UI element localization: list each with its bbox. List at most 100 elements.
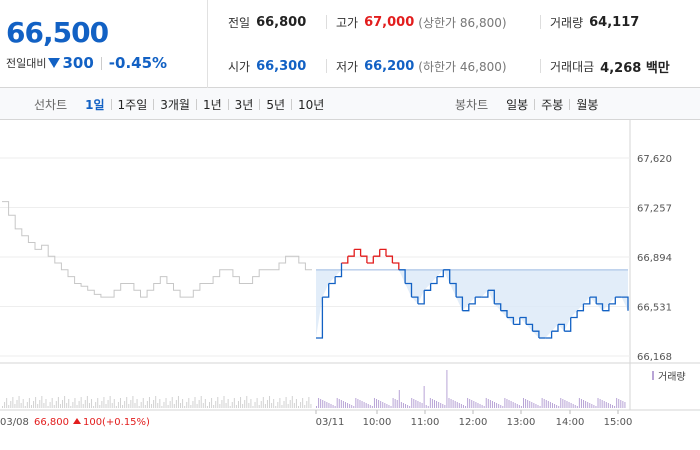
- prev-day-volume-bar: [246, 396, 248, 408]
- today-volume-bar: [367, 404, 369, 408]
- prev-day-volume-bar: [161, 406, 163, 408]
- today-volume-bar: [576, 406, 578, 408]
- today-price-segment: [443, 269, 451, 284]
- today-price-segment: [468, 297, 476, 305]
- y-tick-label: 66,168: [637, 352, 672, 363]
- today-volume-bar: [518, 405, 520, 408]
- prev-day-volume-bar: [262, 397, 264, 408]
- prev-day-volume-bar: [293, 403, 295, 408]
- today-volume-bar: [527, 400, 529, 408]
- today-volume-bar: [477, 403, 479, 408]
- prev-day-close: 66,800: [34, 417, 69, 428]
- prev-day-volume-bar: [53, 405, 55, 408]
- today-volume-bar: [616, 398, 618, 408]
- today-volume-bar: [508, 400, 510, 408]
- x-tick-label: 14:00: [556, 417, 585, 428]
- prev-day-volume-bar: [287, 404, 289, 408]
- today-volume-bar: [357, 399, 359, 408]
- prev-day-volume-bar: [291, 396, 293, 408]
- today-price-segment: [341, 256, 349, 264]
- line-tab-2[interactable]: 3개월: [160, 97, 190, 112]
- x-tick-label: 12:00: [459, 417, 488, 428]
- y-tick-label: 67,257: [637, 204, 672, 215]
- today-volume-bar: [531, 402, 533, 408]
- today-price-segment: [322, 283, 330, 298]
- today-volume-bar: [347, 403, 349, 408]
- low-cell: 저가 66,200 (하한가 46,800): [326, 44, 507, 88]
- prev-day-volume-bar: [177, 396, 179, 408]
- today-volume-bar: [473, 401, 475, 408]
- tab-divider: [110, 98, 112, 110]
- prev-day-volume-bar: [223, 396, 225, 408]
- volume-value: 64,117: [589, 14, 640, 30]
- today-volume-bar: [405, 404, 407, 408]
- prev-day-volume-bar: [122, 405, 124, 408]
- today-volume-bar: [583, 400, 585, 408]
- line-tab-5[interactable]: 5년: [266, 97, 286, 112]
- prev-day-volume-bar: [219, 404, 221, 408]
- line-tab-3[interactable]: 1년: [202, 97, 222, 112]
- tab-divider: [569, 98, 571, 110]
- today-volume-bar: [454, 401, 456, 408]
- today-volume-bar: [483, 406, 485, 408]
- prev-day-volume-bar: [57, 397, 59, 408]
- today-volume-bar: [318, 398, 320, 408]
- prev-day-volume-bar: [41, 396, 43, 408]
- today-price-segment: [602, 303, 610, 312]
- prev-day-volume-bar: [134, 403, 136, 408]
- today-price-segment: [335, 263, 343, 278]
- prev-day-volume-bar: [115, 406, 117, 408]
- prev-day-volume-bar: [285, 397, 287, 408]
- prev-day-volume-bar: [128, 404, 130, 408]
- line-tab-1[interactable]: 1주일: [117, 97, 148, 112]
- prev-day-volume-bar: [8, 405, 10, 408]
- prev-day-volume-bar: [10, 401, 12, 408]
- prev-day-volume-bar: [97, 398, 99, 408]
- prev-day-volume-bar: [43, 403, 45, 408]
- prev-day-volume-bar: [206, 406, 208, 408]
- prev-day-volume-bar: [225, 403, 227, 408]
- tab-divider: [195, 98, 197, 110]
- divider: [100, 56, 102, 70]
- today-volume-bar: [578, 398, 580, 408]
- today-price-segment: [449, 282, 457, 298]
- today-volume-bar: [332, 405, 334, 408]
- today-volume-bar: [562, 399, 564, 408]
- prev-day-volume-bar: [289, 400, 291, 408]
- today-volume-bar: [392, 398, 394, 408]
- prev-day-volume-bar: [66, 403, 68, 408]
- today-price-segment: [570, 310, 578, 319]
- today-price-segment: [366, 256, 374, 264]
- today-volume-bar: [506, 399, 508, 408]
- prev-day-volume-bar: [64, 396, 66, 408]
- prev-day-volume-bar: [194, 397, 196, 408]
- current-price: 66,500: [6, 16, 109, 49]
- line-tab-6[interactable]: 10년: [298, 97, 325, 112]
- today-volume-bar: [597, 398, 599, 408]
- today-volume-bar: [618, 399, 620, 408]
- today-volume-bar: [376, 399, 378, 408]
- today-volume-bar: [369, 405, 371, 408]
- candle-tab-1[interactable]: 주봉: [541, 97, 564, 112]
- down-triangle-icon: [48, 58, 61, 68]
- line-tab-4[interactable]: 3년: [234, 97, 254, 112]
- today-volume-bar: [591, 404, 593, 408]
- today-price-segment: [417, 290, 425, 305]
- today-price-segment: [487, 289, 495, 304]
- prev-day-volume-bar: [99, 405, 101, 408]
- line-tab-0[interactable]: 1일: [85, 97, 105, 112]
- today-price-segment: [589, 296, 597, 304]
- today-volume-bar: [438, 402, 440, 408]
- today-volume-bar: [448, 398, 450, 408]
- prev-day-volume-bar: [51, 398, 53, 408]
- prev-day-volume-bar: [16, 400, 18, 408]
- candle-tab-0[interactable]: 일봉: [506, 97, 529, 112]
- today-volume-bar: [541, 398, 543, 408]
- today-price-segment: [456, 296, 464, 311]
- prev-day-change: 100: [83, 417, 102, 428]
- candle-tab-2[interactable]: 월봉: [576, 97, 599, 112]
- prev-day-volume-bar: [124, 401, 126, 408]
- today-volume-bar: [398, 390, 400, 408]
- today-volume-bar: [402, 403, 404, 408]
- prev-day-rate: (+0.15%): [102, 417, 150, 428]
